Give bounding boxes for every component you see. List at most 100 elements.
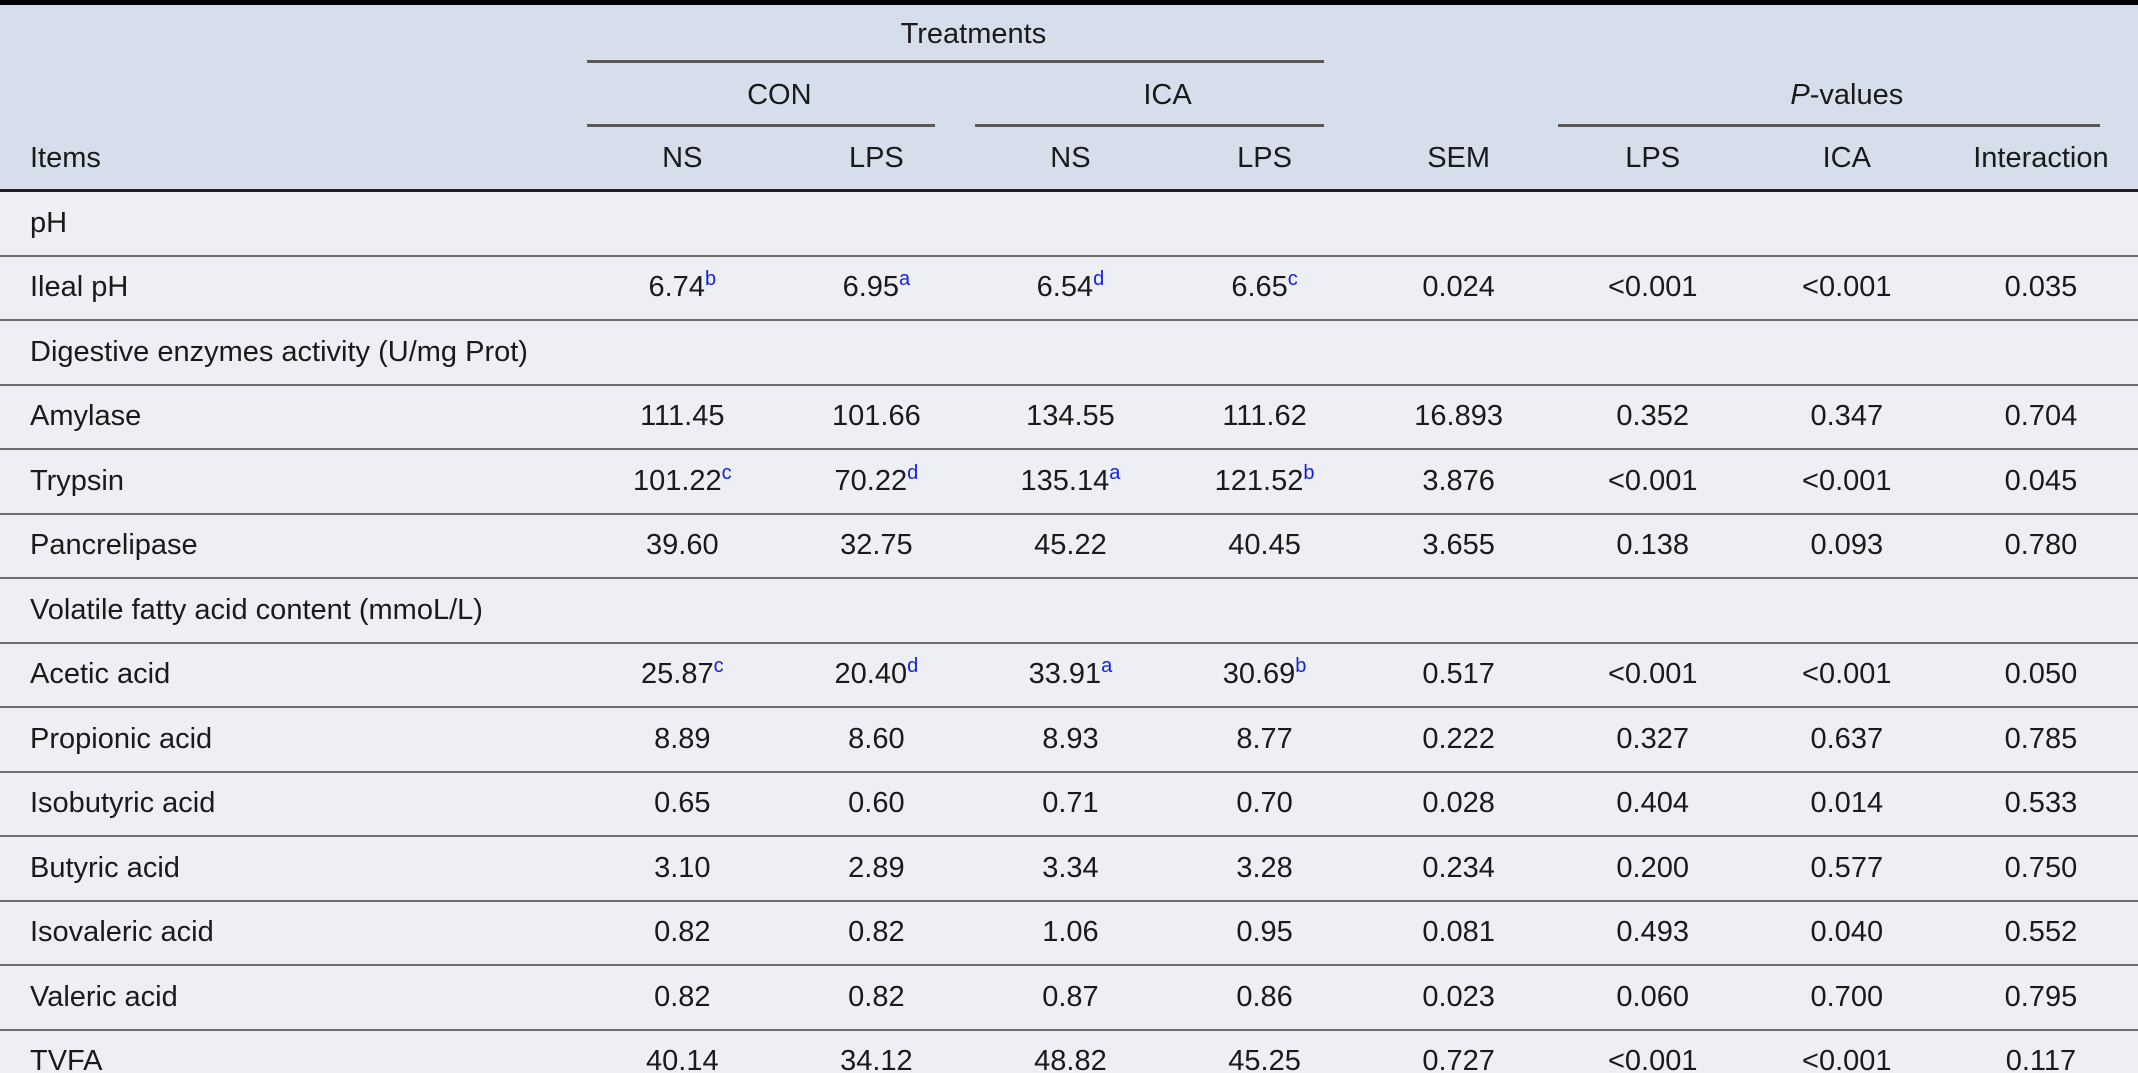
value-cell: 20.40d bbox=[779, 641, 974, 707]
value-number: 25.87 bbox=[641, 658, 714, 691]
value-cell: 0.493 bbox=[1555, 899, 1750, 965]
value-cell: 0.70 bbox=[1167, 770, 1362, 836]
item-label: Pancrelipase bbox=[0, 512, 586, 578]
value-cell: 45.25 bbox=[1167, 1028, 1362, 1073]
value-cell: 0.700 bbox=[1749, 964, 1944, 1030]
value-cell: 2.89 bbox=[779, 835, 974, 901]
table-header: Treatments CON ICA P-values Items bbox=[0, 2, 2138, 192]
value-cell: 48.82 bbox=[973, 1028, 1168, 1073]
header-row-columns: Items NS LPS NS LPS SEM LPS ICA Interact… bbox=[0, 127, 2138, 192]
col-header-con-lps: LPS bbox=[779, 127, 974, 192]
value-cell: 6.74b bbox=[585, 254, 780, 320]
data-row: Isobutyric acid 0.65 0.60 0.71 0.70 0.028 0.40… bbox=[0, 770, 2138, 836]
col-header-ica-ns: NS bbox=[973, 127, 1168, 192]
value-cell: 0.750 bbox=[1943, 835, 2138, 901]
value-cell: 0.95 bbox=[1167, 899, 1362, 965]
value-cell: 8.89 bbox=[585, 706, 780, 772]
item-label: Valeric acid bbox=[0, 964, 586, 1030]
value-cell: 8.93 bbox=[973, 706, 1168, 772]
ica-label: ICA bbox=[1143, 78, 1192, 111]
value-cell: 16.893 bbox=[1361, 383, 1556, 449]
value-cell: 0.727 bbox=[1361, 1028, 1556, 1073]
value-cell: 45.22 bbox=[973, 512, 1168, 578]
value-cell: 70.22d bbox=[779, 448, 974, 514]
header-spacer bbox=[1361, 63, 1556, 127]
value-cell: 0.093 bbox=[1749, 512, 1944, 578]
items-column-header: Items bbox=[0, 127, 586, 192]
value-cell: 0.138 bbox=[1555, 512, 1750, 578]
significance-superscript: b bbox=[704, 268, 717, 291]
value-number: 20.40 bbox=[834, 658, 908, 691]
value-cell: 0.780 bbox=[1943, 512, 2138, 578]
value-cell: <0.001 bbox=[1555, 1028, 1750, 1073]
value-cell: 0.533 bbox=[1943, 770, 2138, 836]
value-cell: 0.050 bbox=[1943, 641, 2138, 707]
value-cell: 0.352 bbox=[1555, 383, 1750, 449]
value-cell: 40.14 bbox=[585, 1028, 780, 1073]
header-spacer bbox=[0, 63, 586, 127]
item-label: Acetic acid bbox=[0, 641, 586, 707]
value-cell: 0.040 bbox=[1749, 899, 1944, 965]
value-cell: 0.71 bbox=[973, 770, 1168, 836]
col-header-con-ns: NS bbox=[585, 127, 780, 192]
item-label: TVFA bbox=[0, 1028, 586, 1073]
value-cell: <0.001 bbox=[1555, 254, 1750, 320]
item-label: Ileal pH bbox=[0, 254, 586, 320]
significance-superscript: a bbox=[899, 268, 911, 291]
col-header-p-interaction: Interaction bbox=[1943, 127, 2138, 192]
value-cell: 3.10 bbox=[585, 835, 780, 901]
value-cell: 0.028 bbox=[1361, 770, 1556, 836]
value-cell: 0.704 bbox=[1943, 383, 2138, 449]
con-label: CON bbox=[747, 78, 812, 111]
value-cell: 101.66 bbox=[779, 383, 974, 449]
value-cell: 0.014 bbox=[1749, 770, 1944, 836]
value-cell: 0.82 bbox=[779, 964, 974, 1030]
data-row: Ileal pH 6.74b 6.95a 6.54d 6.65c 0.024 <0.001 <… bbox=[0, 254, 2138, 320]
value-cell: 135.14a bbox=[973, 448, 1168, 514]
value-cell: 101.22c bbox=[585, 448, 780, 514]
value-cell: 0.577 bbox=[1749, 835, 1944, 901]
value-cell: 6.65c bbox=[1167, 254, 1362, 320]
value-cell: <0.001 bbox=[1555, 641, 1750, 707]
value-number: 33.91 bbox=[1028, 658, 1102, 691]
pvalues-label-rest: -values bbox=[1809, 78, 1904, 111]
significance-superscript: a bbox=[1109, 461, 1121, 484]
value-cell: <0.001 bbox=[1749, 448, 1944, 514]
significance-superscript: a bbox=[1101, 655, 1113, 678]
value-cell: 0.65 bbox=[585, 770, 780, 836]
value-cell: 0.517 bbox=[1361, 641, 1556, 707]
value-cell: 0.222 bbox=[1361, 706, 1556, 772]
pvalues-label-italic-p: P bbox=[1790, 78, 1810, 111]
value-cell: <0.001 bbox=[1749, 254, 1944, 320]
value-cell: 0.82 bbox=[585, 899, 780, 965]
value-cell: 121.52b bbox=[1167, 448, 1362, 514]
significance-superscript: c bbox=[713, 655, 724, 678]
significance-superscript: b bbox=[1303, 461, 1315, 484]
value-cell: 0.117 bbox=[1943, 1028, 2138, 1073]
value-cell: 39.60 bbox=[585, 512, 780, 578]
section-label: Volatile fatty acid content (mmoL/L) bbox=[0, 577, 2138, 643]
value-number: 6.74 bbox=[648, 271, 705, 304]
header-row-treatments: Treatments bbox=[0, 2, 2138, 63]
significance-superscript: c bbox=[721, 461, 732, 484]
item-label: Butyric acid bbox=[0, 835, 586, 901]
significance-superscript: c bbox=[1287, 268, 1298, 291]
section-label: Digestive enzymes activity (U/mg Prot) bbox=[0, 319, 2138, 385]
value-number: 101.22 bbox=[632, 464, 722, 497]
value-cell: 0.060 bbox=[1555, 964, 1750, 1030]
header-spacer bbox=[1361, 2, 1556, 63]
col-header-ica-lps: LPS bbox=[1167, 127, 1362, 192]
data-row: Acetic acid 25.87c 20.40d 33.91a 30.69b 0.517… bbox=[0, 641, 2138, 707]
value-cell: 0.327 bbox=[1555, 706, 1750, 772]
header-spacer bbox=[0, 2, 586, 63]
value-cell: 0.024 bbox=[1361, 254, 1556, 320]
data-row: Trypsin 101.22c 70.22d 135.14a 121.52b 3.876 <… bbox=[0, 448, 2138, 514]
data-row: TVFA 40.14 34.12 48.82 45.25 0.727 <0.001 <0.00… bbox=[0, 1028, 2138, 1073]
value-number: 121.52 bbox=[1214, 464, 1304, 497]
value-cell: 0.200 bbox=[1555, 835, 1750, 901]
value-cell: 3.34 bbox=[973, 835, 1168, 901]
table-body: pH Ileal pH 6.74b 6.95a 6.54d 6.65c 0.024 <0.00… bbox=[0, 190, 2138, 1073]
value-cell: 3.655 bbox=[1361, 512, 1556, 578]
significance-superscript: d bbox=[1093, 268, 1105, 291]
item-label: Isovaleric acid bbox=[0, 899, 586, 965]
